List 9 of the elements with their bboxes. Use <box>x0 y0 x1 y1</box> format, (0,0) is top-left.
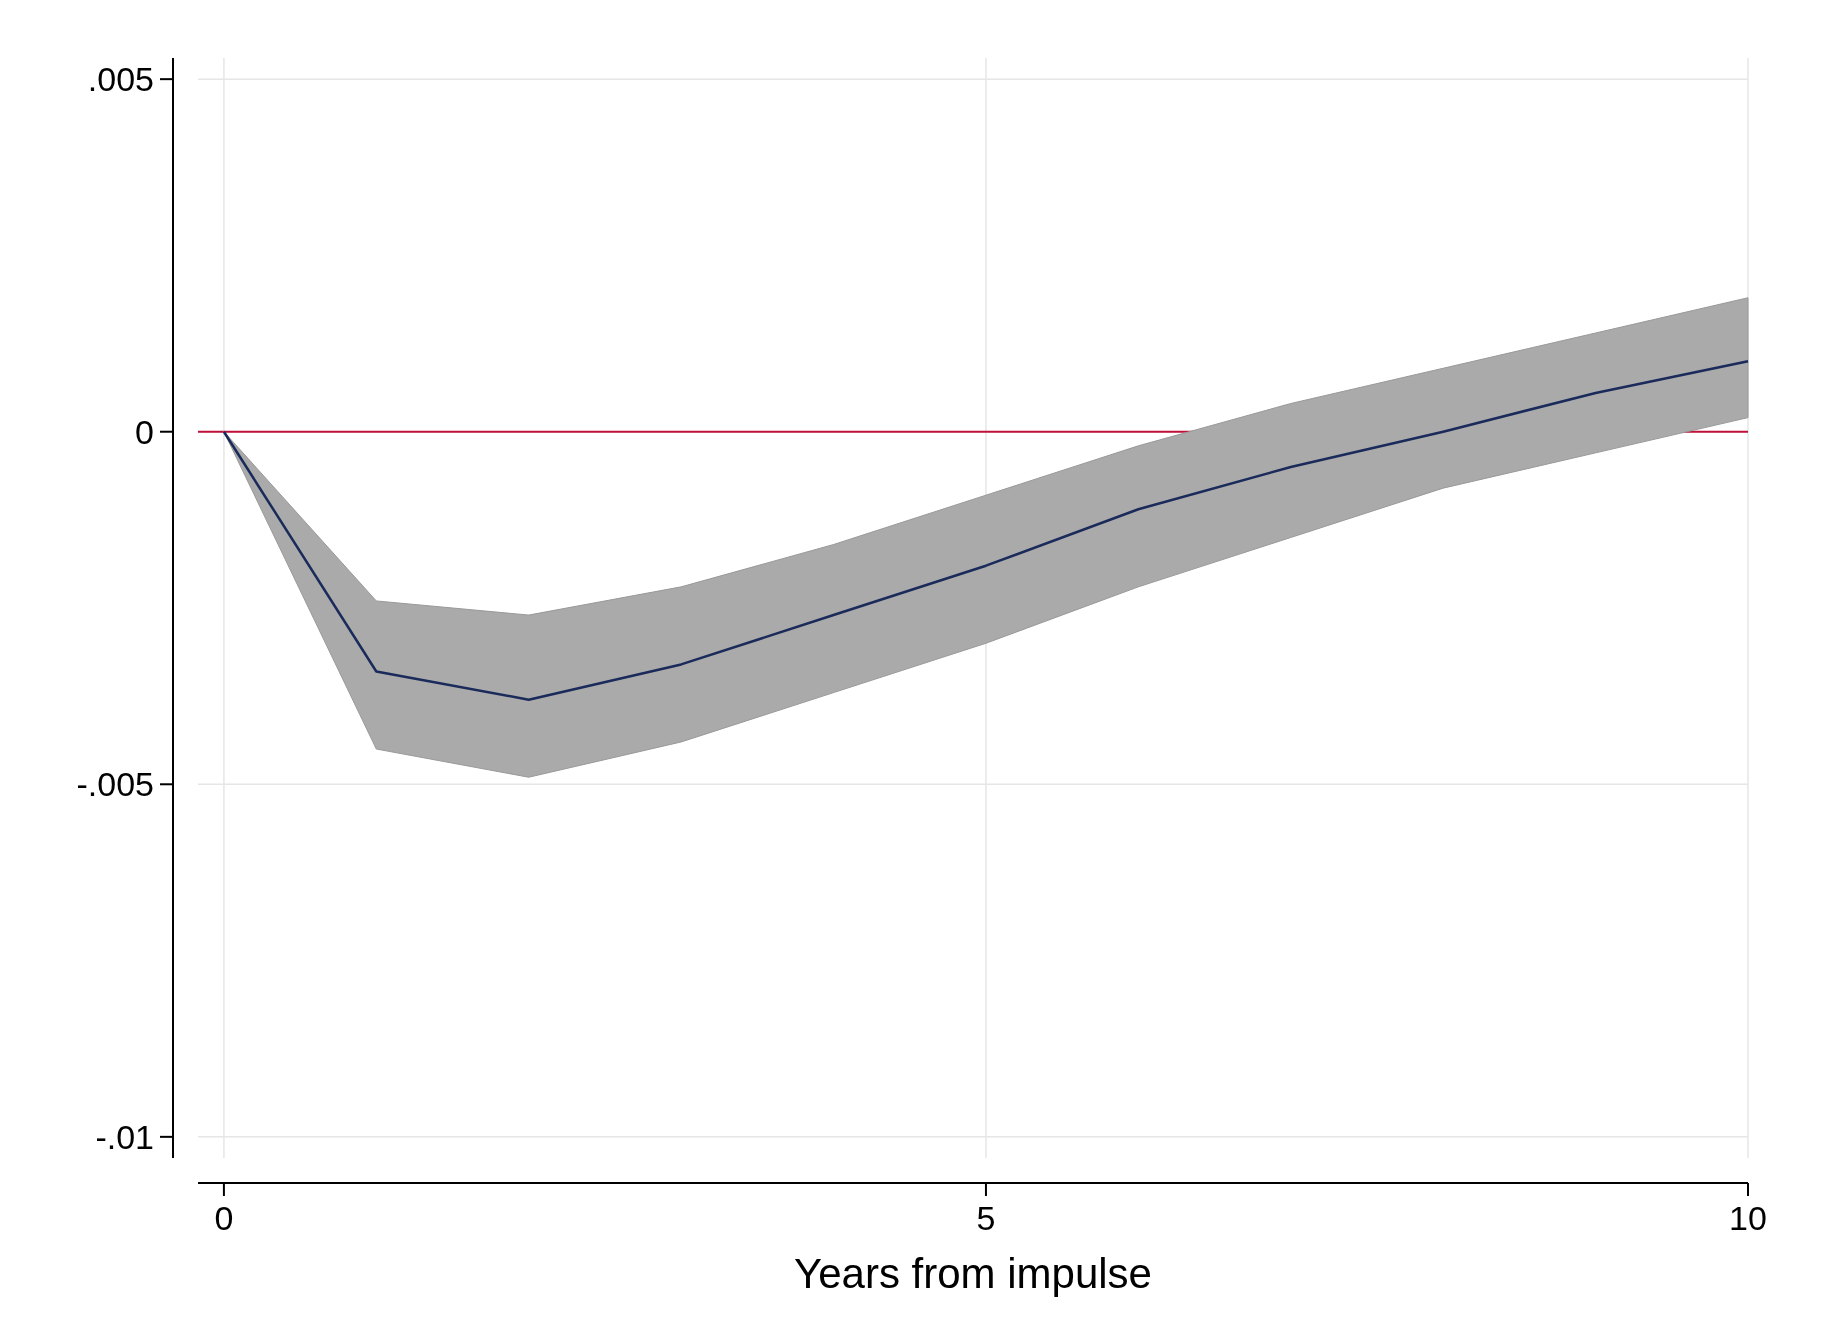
x-tick-label: 5 <box>976 1199 996 1237</box>
line-series <box>222 359 1750 701</box>
x-axis-title: Years from impulse <box>794 1250 1152 1297</box>
x-tick-label: 0 <box>214 1199 234 1237</box>
y-tick-label: .005 <box>87 60 154 99</box>
y-tick-label: 0 <box>135 412 154 451</box>
y-tick-label: -.01 <box>95 1117 154 1156</box>
y-tick-label: -.005 <box>76 765 154 804</box>
x-tick-label: 10 <box>1729 1199 1767 1237</box>
